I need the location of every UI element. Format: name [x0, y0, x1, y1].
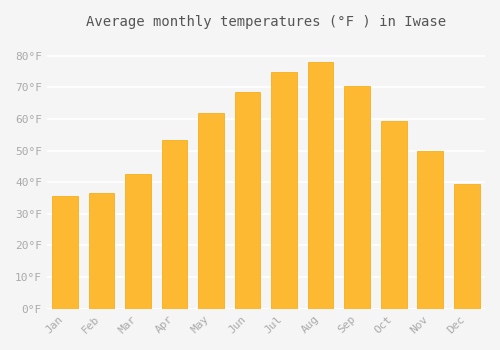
Title: Average monthly temperatures (°F ) in Iwase: Average monthly temperatures (°F ) in Iw… [86, 15, 446, 29]
Bar [308, 62, 334, 309]
Bar [454, 184, 479, 309]
Bar [235, 92, 260, 309]
Bar [198, 113, 224, 309]
Bar [381, 120, 406, 309]
Bar [162, 140, 188, 309]
Bar [344, 86, 370, 309]
Bar [89, 193, 114, 309]
Bar [52, 196, 78, 309]
Bar [272, 71, 297, 309]
Bar [418, 150, 443, 309]
Bar [126, 174, 151, 309]
